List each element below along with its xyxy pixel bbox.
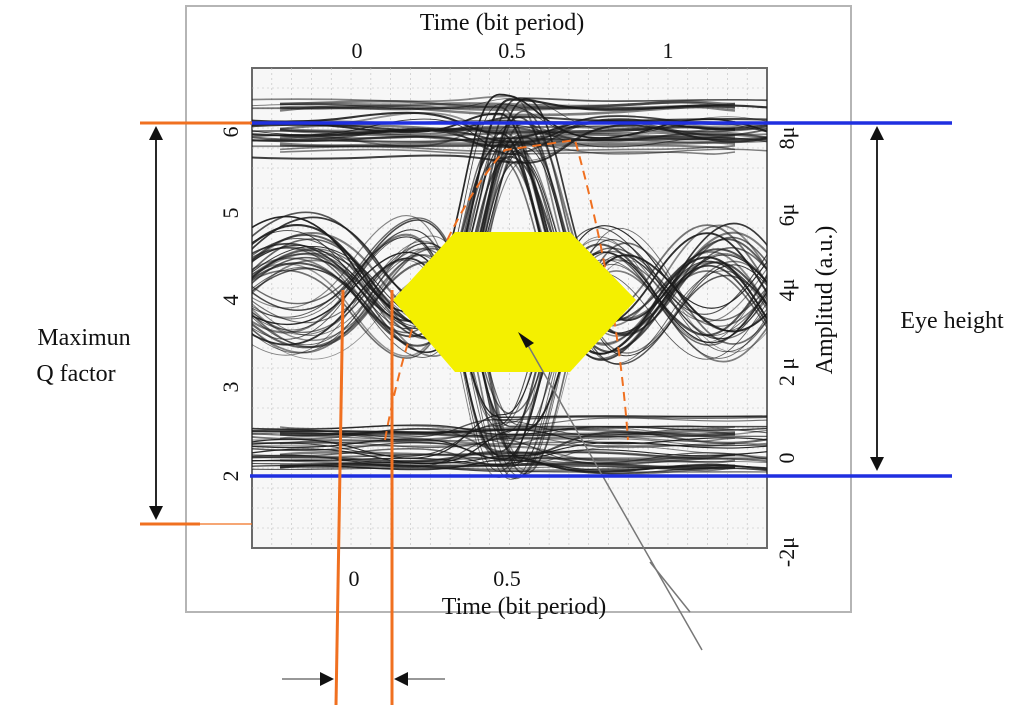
eye-trace xyxy=(252,248,767,441)
eye-trace xyxy=(252,157,767,360)
eye-trace xyxy=(252,125,767,141)
top-axis-label: Time (bit period) xyxy=(420,10,584,36)
top-tick-2: 1 xyxy=(663,38,674,63)
eye-trace xyxy=(279,140,736,148)
left-tick-2: 2 xyxy=(218,471,243,482)
eye-height-arrowhead-top xyxy=(870,126,884,140)
eye-trace xyxy=(279,100,736,108)
mask-pointer-tick xyxy=(649,561,691,613)
right-tick-2: 2 μ xyxy=(774,358,799,386)
eye-trace xyxy=(252,98,767,322)
right-axis-label: Amplitud (a.u.) xyxy=(812,226,838,375)
eye-trace xyxy=(252,95,767,327)
eye-trace xyxy=(279,123,736,134)
timing-left-line xyxy=(334,289,345,706)
timing-arrowhead-left xyxy=(320,672,334,686)
eye-trace xyxy=(252,235,767,464)
top-tick-0: 0 xyxy=(352,38,363,63)
eye-height-label: Eye height xyxy=(900,308,1004,334)
eye-trace xyxy=(279,131,736,140)
mask-pointer-line xyxy=(524,339,703,651)
eye-trace xyxy=(279,100,736,110)
eye-trace xyxy=(279,439,736,448)
left-tick-4: 4 xyxy=(218,295,243,306)
right-tick-6: 6μ xyxy=(774,204,799,227)
eye-mask xyxy=(393,232,636,372)
timing-arrowhead-right xyxy=(394,672,408,686)
eye-trace xyxy=(252,134,767,357)
eye-trace xyxy=(252,439,767,468)
right-tick-0: 0 xyxy=(774,453,799,464)
eye-trace xyxy=(252,428,767,447)
eye-trace xyxy=(252,97,767,132)
eye-trace xyxy=(252,217,767,415)
right-tick-8: 8μ xyxy=(774,127,799,150)
left-tick-5: 5 xyxy=(218,208,243,219)
eye-trace xyxy=(252,215,767,428)
eye-trace xyxy=(279,451,736,459)
eye-trace xyxy=(252,416,767,438)
qfactor-arrowhead-bottom xyxy=(149,506,163,520)
eye-trace xyxy=(252,441,767,465)
right-tick-4: 4μ xyxy=(774,279,799,302)
bottom-axis-label: Time (bit period) xyxy=(442,594,606,620)
eye-trace xyxy=(252,135,767,353)
eye-height-arrowhead-bottom xyxy=(870,457,884,471)
eye-trace xyxy=(279,148,736,155)
eye-trace xyxy=(279,432,736,437)
eye-trace xyxy=(279,133,736,143)
eye-trace xyxy=(252,115,767,132)
eye-trace xyxy=(252,439,767,463)
eye-trace xyxy=(252,124,767,164)
bottom-tick-0: 0 xyxy=(349,566,360,591)
eye-trace xyxy=(279,125,736,134)
eye-trace xyxy=(279,104,736,111)
mask-pointer-arrowhead xyxy=(518,332,534,348)
right-tick-neg2: -2μ xyxy=(774,537,799,567)
eye-trace xyxy=(279,433,736,443)
left-tick-3: 3 xyxy=(218,382,243,393)
eye-trace xyxy=(252,118,767,334)
eye-trace xyxy=(252,254,767,480)
figure-frame xyxy=(185,5,852,613)
eye-trace xyxy=(279,463,736,470)
eye-trace xyxy=(279,426,736,437)
eye-trace xyxy=(252,251,767,460)
qfactor-arrowhead-top xyxy=(149,126,163,140)
bottom-tick-1: 0.5 xyxy=(493,566,521,591)
eye-trace xyxy=(252,124,767,326)
qfactor-label-line1: Maximun xyxy=(37,325,130,351)
eye-trace xyxy=(279,424,736,431)
top-tick-1: 0.5 xyxy=(498,38,526,63)
eye-trace xyxy=(252,93,767,313)
qfactor-label-line2: Q factor xyxy=(36,361,115,387)
left-tick-6: 6 xyxy=(218,127,243,138)
